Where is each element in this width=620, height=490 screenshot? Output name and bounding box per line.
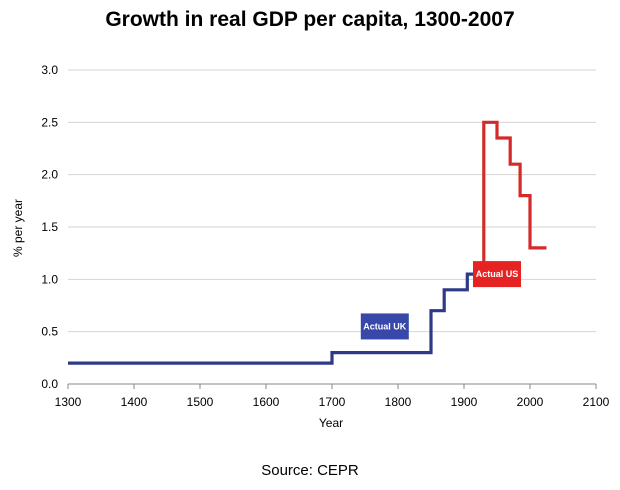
y-tick-label: 0.5 xyxy=(41,325,58,339)
x-tick-label: 1600 xyxy=(253,395,280,409)
x-tick-label: 1800 xyxy=(385,395,412,409)
source-note: Source: CEPR xyxy=(261,462,359,479)
y-tick-label: 1.0 xyxy=(41,272,58,286)
series-line-actual-uk xyxy=(68,272,474,365)
annotation-label: Actual UK xyxy=(363,321,407,331)
x-tick-label: 2100 xyxy=(583,395,610,409)
x-tick-label: 2000 xyxy=(517,395,544,409)
annotation-box xyxy=(360,313,409,340)
annotation-actual-uk: Actual UK xyxy=(360,313,409,340)
x-tick-label: 1300 xyxy=(55,395,82,409)
annotation-actual-us: Actual US xyxy=(473,261,521,288)
y-tick-label: 3.0 xyxy=(41,63,58,77)
y-tick-label: 0.0 xyxy=(41,377,58,391)
x-tick-label: 1400 xyxy=(121,395,148,409)
x-tick-label: 1700 xyxy=(319,395,346,409)
y-tick-label: 2.5 xyxy=(41,115,58,129)
y-tick-label: 1.5 xyxy=(41,220,58,234)
chart-title: Growth in real GDP per capita, 1300-2007 xyxy=(105,8,515,31)
y-tick-label: 2.0 xyxy=(41,168,58,182)
x-tick-label: 1900 xyxy=(451,395,478,409)
series-line-actual-us xyxy=(473,120,547,276)
x-axis-title: Year xyxy=(319,416,343,430)
annotation-label: Actual US xyxy=(476,269,519,279)
y-axis-title: % per year xyxy=(11,199,25,257)
annotation-box xyxy=(473,261,521,288)
x-tick-label: 1500 xyxy=(187,395,214,409)
